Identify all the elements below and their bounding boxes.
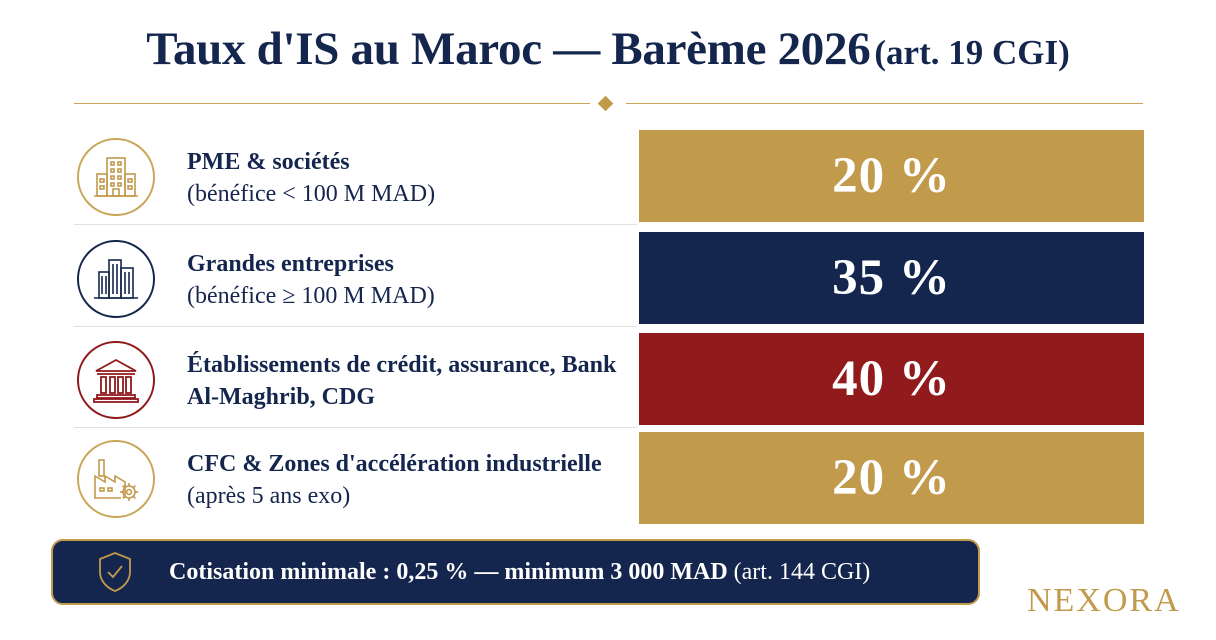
divider-left bbox=[74, 103, 590, 104]
row-label: CFC & Zones d'accélération industrielle … bbox=[187, 451, 602, 509]
rate-badge: 20 % bbox=[639, 130, 1144, 222]
page-title: Taux d'IS au Maroc — Barème 2026 (art. 1… bbox=[0, 22, 1216, 76]
divider-diamond-icon bbox=[597, 95, 614, 112]
row-separator bbox=[74, 326, 637, 327]
row-label: Établissements de crédit, assurance, Ban… bbox=[187, 352, 617, 410]
bank-icon bbox=[77, 341, 155, 419]
row-separator bbox=[74, 427, 637, 428]
tax-row-grandes-entreprises: Grandes entreprises (bénéfice ≥ 100 M MAD… bbox=[74, 232, 1144, 324]
row-label: PME & sociétés (bénéfice < 100 M MAD) bbox=[187, 149, 436, 207]
tax-row-etablissements-credit: Établissements de crédit, assurance, Ban… bbox=[74, 333, 1144, 425]
rate-badge: 20 % bbox=[639, 432, 1144, 524]
rate-badge: 40 % bbox=[639, 333, 1144, 425]
factory-gear-icon bbox=[77, 440, 155, 518]
row-separator bbox=[74, 224, 637, 225]
brand-logo: NEXORA bbox=[1027, 582, 1181, 619]
row-label: Grandes entreprises (bénéfice ≥ 100 M MAD… bbox=[187, 251, 435, 309]
rate-badge: 35 % bbox=[639, 232, 1144, 324]
skyscraper-icon bbox=[77, 240, 155, 318]
office-building-icon bbox=[77, 138, 155, 216]
title-main: Taux d'IS au Maroc — Barème 2026 bbox=[146, 23, 871, 75]
title-subtitle: (art. 19 CGI) bbox=[874, 33, 1070, 72]
tax-row-pme: PME & sociétés (bénéfice < 100 M MAD) 20 … bbox=[74, 130, 1144, 222]
shield-check-icon bbox=[99, 552, 131, 592]
tax-row-cfc-zones: CFC & Zones d'accélération industrielle … bbox=[74, 432, 1144, 524]
footer-text: Cotisation minimale : 0,25 % — minimum 3… bbox=[169, 558, 871, 585]
divider-right bbox=[626, 103, 1143, 104]
minimum-contribution-banner: Cotisation minimale : 0,25 % — minimum 3… bbox=[51, 539, 980, 605]
